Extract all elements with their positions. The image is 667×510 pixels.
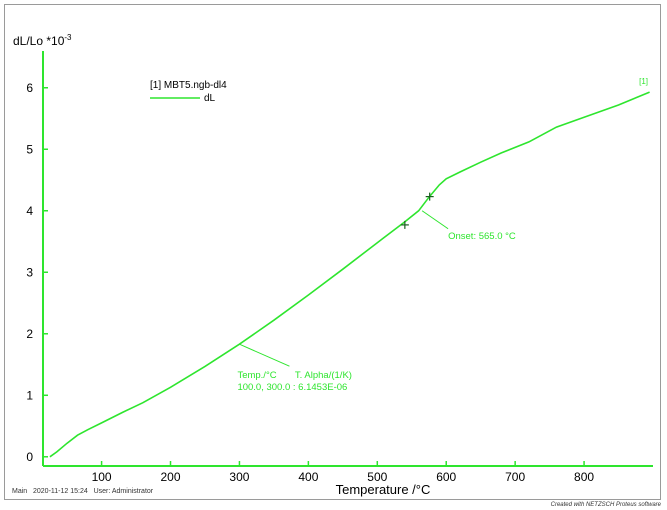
onset-annotation: Onset: 565.0 °C [448, 231, 516, 242]
x-tick-label: 700 [505, 470, 525, 484]
x-tick-label: 500 [367, 470, 387, 484]
series-dl-line [49, 91, 650, 458]
x-tick-label: 800 [574, 470, 594, 484]
x-tick-label: 300 [229, 470, 249, 484]
y-tick-label: 6 [26, 81, 33, 95]
y-tick-label: 0 [26, 450, 33, 464]
chart-frame: 0 1 2 3 4 5 6 100 200 300 400 500 600 700 800 dL/Lo *10… [4, 4, 661, 500]
x-tick-label: 600 [436, 470, 456, 484]
legend-title: [1] MBT5.ngb-dl4 [150, 80, 227, 91]
y-tick-label: 4 [26, 204, 33, 218]
footer-software-credit: Created with NETZSCH Proteus software [550, 502, 661, 508]
alpha-annotation-header: Temp./°C T. Alpha/(1/K) [237, 370, 352, 381]
series-end-label: [1] [639, 77, 648, 86]
x-tick-label: 200 [160, 470, 180, 484]
chart-plot-area: 0 1 2 3 4 5 6 100 200 300 400 500 600 700 800 dL/Lo *10… [13, 33, 653, 497]
legend-entry-dl: dL [204, 93, 216, 104]
y-axis-title-exponent: -3 [64, 33, 72, 42]
x-axis-title: Temperature /°C [336, 482, 431, 497]
footer-info: Main 2020-11-12 15:24 User: Administrato… [12, 488, 154, 495]
y-tick-label: 2 [26, 327, 33, 341]
x-tick-label: 100 [92, 470, 112, 484]
alpha-annotation-value: 100.0, 300.0 : 6.1453E-06 [237, 382, 347, 393]
x-tick-label: 400 [298, 470, 318, 484]
y-axis-title: dL/Lo *10-3 [13, 33, 72, 48]
onset-leader-line [421, 210, 449, 230]
alpha-leader-line [239, 343, 290, 367]
y-tick-label: 1 [26, 388, 33, 402]
y-tick-label: 5 [26, 142, 33, 156]
y-tick-label: 3 [26, 265, 33, 279]
